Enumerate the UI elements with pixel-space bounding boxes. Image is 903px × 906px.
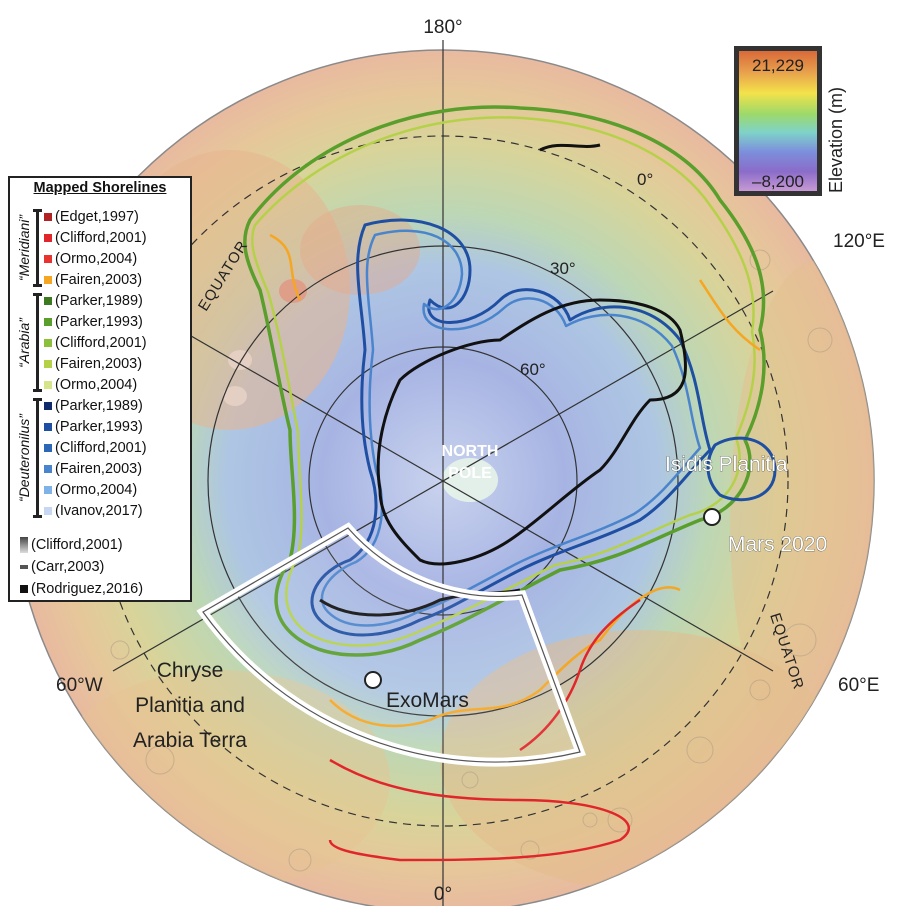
legend-item: (Fairen,2003) [44,353,142,374]
legend-item: (Parker,1989) [44,395,143,416]
legend-group-label: “Meridiani” [16,214,32,282]
shoreline-legend: Mapped Shorelines “Meridiani” (Edget,199… [8,176,192,602]
legend-item: (Ormo,2004) [44,374,137,395]
region-label-line3: Arabia Terra [133,729,247,752]
legend-item: (Clifford,2001) [44,332,147,353]
legend-item: (Parker,1993) [44,311,143,332]
exomars-label: ExoMars [386,689,469,712]
legend-group-deuteronilus: “Deuteronilus” (Parker,1989) (Parker,199… [10,395,190,521]
legend-item: (Clifford,2001) [44,227,147,248]
exomars-site-marker [364,671,382,689]
legend-group-meridiani: “Meridiani” (Edget,1997) (Clifford,2001)… [10,206,190,290]
mars2020-site-marker [703,508,721,526]
legend-title: Mapped Shorelines [33,180,167,196]
longitude-label-180: 180° [423,17,462,38]
latitude-label-30: 30° [550,259,576,278]
longitude-label-0: 0° [434,884,452,905]
legend-item: (Ivanov,2017) [44,500,143,521]
legend-item-rodriguez-2016: (Rodriguez,2016) [20,578,143,599]
legend-group-arabia: “Arabia” (Parker,1989) (Parker,1993) (Cl… [10,290,190,395]
isidis-planitia-label: Isidis Planitia [665,453,788,476]
latitude-label-0: 0° [637,170,653,189]
longitude-label-120e: 120°E [833,231,885,252]
elevation-scale: 21,229 –8,200 Elevation (m) [734,46,846,196]
elevation-min-label: –8,200 [752,172,804,191]
legend-item-carr-2003: (Carr,2003) [20,556,104,577]
elevation-max-label: 21,229 [752,56,804,75]
elevation-axis-title: Elevation (m) [826,87,846,193]
region-label-line1: Chryse [157,659,224,682]
legend-item: (Clifford,2001) [44,437,147,458]
legend-item: (Ormo,2004) [44,248,137,269]
legend-item: (Parker,1993) [44,416,143,437]
region-label-line2: Planitia and [135,694,245,717]
latitude-label-60: 60° [520,360,546,379]
legend-item: (Edget,1997) [44,206,139,227]
legend-item-clifford-2001: (Clifford,2001) [20,534,123,555]
north-pole-label-line1: NORTH [442,443,499,460]
legend-group-label: “Deuteronilus” [16,414,32,502]
longitude-label-60e: 60°E [838,675,879,696]
legend-item: (Parker,1989) [44,290,143,311]
legend-group-label: “Arabia” [16,317,32,368]
shorelines [243,105,777,862]
legend-item: (Fairen,2003) [44,458,142,479]
mars2020-label: Mars 2020 [728,533,827,556]
legend-item: (Ormo,2004) [44,479,137,500]
north-pole-label-line2: POLE [448,465,492,482]
legend-item: (Fairen,2003) [44,269,142,290]
longitude-label-60w: 60°W [56,675,103,696]
